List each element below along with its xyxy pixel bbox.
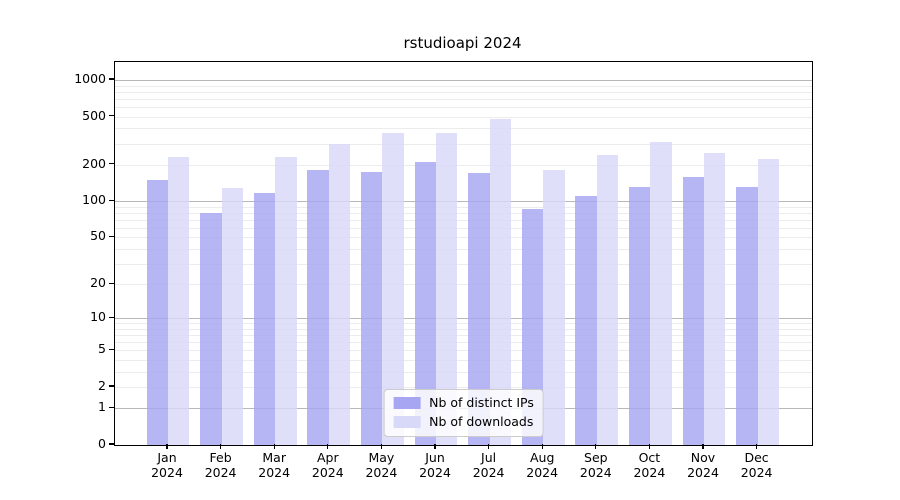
gridline-1000 (115, 80, 812, 81)
x-tick-label-jul: Jul 2024 (472, 450, 505, 480)
bar-distinct-ips-oct (629, 186, 651, 445)
y-tick-label-500: 500 (82, 107, 106, 123)
bar-downloads-may (382, 133, 404, 445)
x-tick-label-jun: Jun 2024 (419, 450, 451, 480)
bar-distinct-ips-nov (682, 176, 704, 445)
y-tick-label-1: 1 (98, 399, 106, 415)
gridline-2 (115, 387, 812, 388)
gridline-40 (115, 248, 812, 250)
bar-distinct-ips-sep (575, 196, 597, 445)
x-tick-label-jan: Jan 2024 (151, 450, 183, 480)
gridline-900 (115, 85, 812, 87)
y-tick-label-50: 50 (90, 228, 106, 244)
y-tick-label-200: 200 (82, 155, 106, 171)
y-tick-label-100: 100 (82, 192, 106, 208)
gridline-5 (115, 350, 812, 352)
gridline-200 (115, 164, 812, 166)
bar-distinct-ips-may (361, 171, 383, 445)
x-tick-label-sep: Sep 2024 (579, 450, 612, 480)
chart-title: rstudioapi 2024 (403, 34, 522, 52)
bar-distinct-ips-jul (468, 172, 490, 445)
legend-label-downloads: Nb of downloads (429, 414, 534, 429)
gridline-70 (115, 219, 812, 221)
y-tick-label-20: 20 (90, 275, 106, 291)
gridline-300 (115, 143, 812, 145)
gridline-400 (115, 128, 812, 130)
bar-distinct-ips-jan (146, 179, 168, 445)
bar-distinct-ips-dec (736, 187, 758, 445)
gridline-80 (115, 212, 812, 214)
bar-distinct-ips-mar (253, 193, 276, 445)
bar-downloads-dec (757, 158, 779, 445)
gridline-3 (115, 371, 812, 373)
bar-downloads-jun (436, 133, 458, 445)
y-tick-label-5: 5 (98, 341, 106, 357)
x-tick-label-feb: Feb 2024 (204, 450, 237, 480)
bar-distinct-ips-aug (521, 208, 544, 445)
legend: Nb of distinct IPs Nb of downloads (383, 389, 544, 437)
x-tick-label-mar: Mar 2024 (258, 450, 291, 480)
bar-downloads-jul (489, 118, 511, 445)
gridline-4 (115, 360, 812, 361)
x-tick-label-apr: Apr 2024 (311, 450, 344, 480)
gridline-600 (115, 106, 812, 108)
legend-item-distinct-ips: Nb of distinct IPs (393, 395, 534, 411)
gridline-10 (115, 318, 812, 320)
gridline-60 (115, 227, 812, 229)
bar-downloads-aug (543, 170, 565, 445)
gridline-700 (115, 98, 812, 100)
gridline-800 (115, 91, 812, 93)
legend-swatch-distinct-ips (393, 397, 421, 409)
y-tick-label-2: 2 (98, 378, 106, 393)
gridline-90 (115, 206, 812, 208)
gridline-100 (115, 201, 812, 203)
bar-distinct-ips-feb (200, 212, 222, 445)
bar-distinct-ips-jun (414, 162, 436, 445)
gridline-20 (115, 284, 812, 286)
x-tick-label-oct: Oct 2024 (633, 450, 666, 480)
bar-downloads-mar (275, 157, 297, 445)
x-tick-label-nov: Nov 2024 (687, 450, 719, 480)
legend-label-distinct-ips: Nb of distinct IPs (429, 395, 534, 410)
x-tick-label-may: May 2024 (365, 450, 398, 480)
bar-downloads-jan (168, 157, 190, 445)
y-tick-label-0: 0 (98, 436, 106, 451)
x-tick-label-dec: Dec 2024 (740, 450, 773, 480)
x-tick-label-aug: Aug 2024 (526, 450, 559, 480)
bar-downloads-nov (704, 153, 726, 445)
bar-downloads-feb (221, 188, 243, 445)
plot-area: Nb of distinct IPs Nb of downloads (114, 61, 813, 446)
gridline-500 (115, 116, 812, 118)
gridline-6 (115, 342, 812, 344)
bar-downloads-sep (596, 155, 619, 445)
bar-downloads-oct (650, 141, 672, 445)
legend-item-downloads: Nb of downloads (393, 414, 534, 430)
bar-distinct-ips-apr (307, 170, 329, 445)
gridline-50 (115, 237, 812, 239)
gridline-7 (115, 335, 812, 337)
gridline-9 (115, 323, 812, 325)
bar-downloads-apr (328, 144, 351, 445)
gridline-8 (115, 328, 812, 330)
legend-swatch-downloads (393, 416, 421, 428)
y-tick-label-1000: 1000 (74, 71, 106, 86)
y-tick-label-10: 10 (90, 309, 106, 325)
gridline-30 (115, 263, 812, 265)
